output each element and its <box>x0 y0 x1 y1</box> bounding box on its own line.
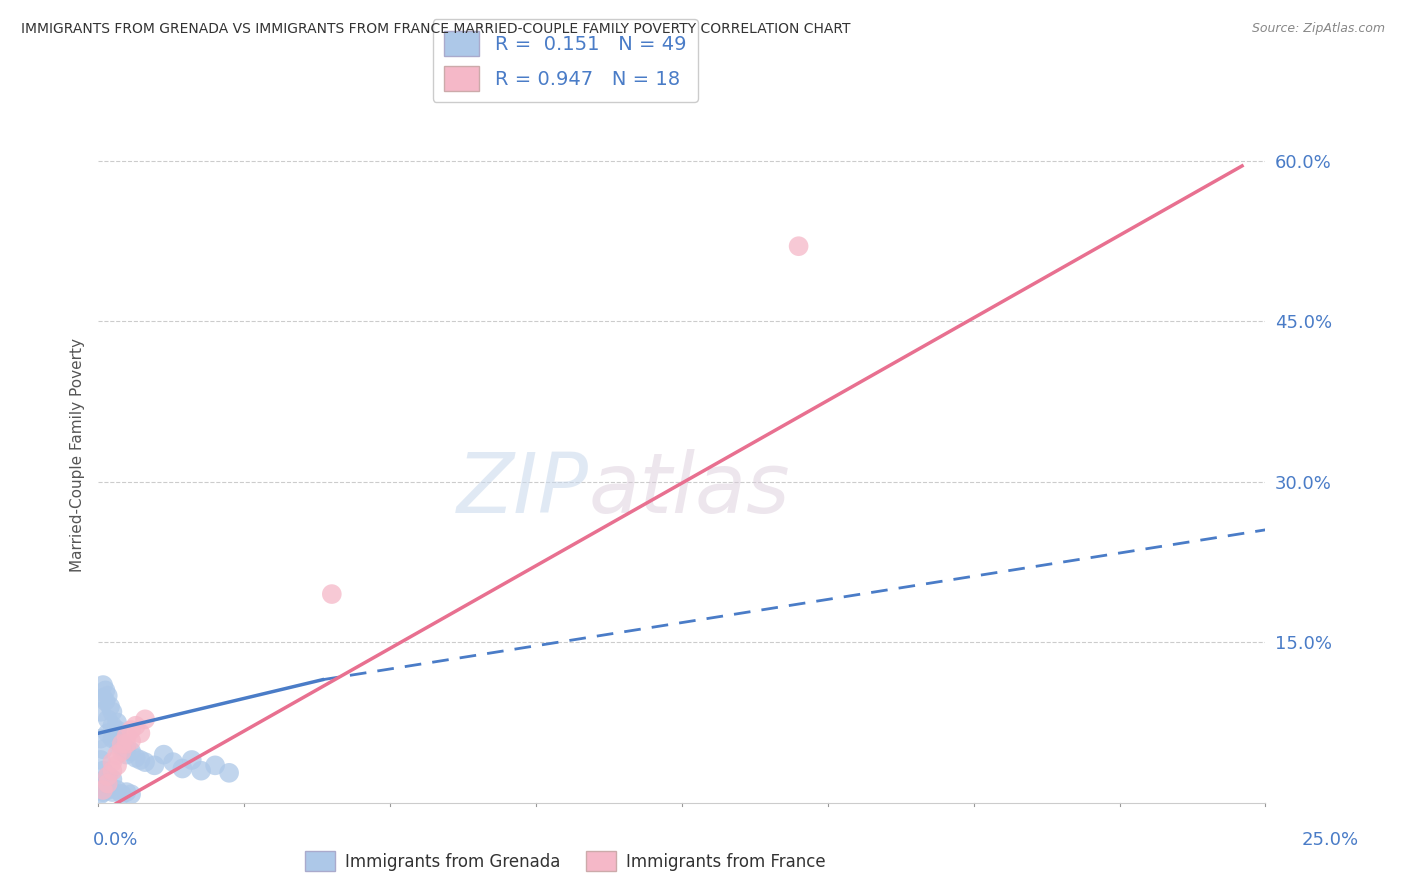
Point <box>218 765 240 780</box>
Point <box>143 758 166 772</box>
Point <box>90 731 112 746</box>
Point <box>105 715 128 730</box>
Point <box>97 726 120 740</box>
Point <box>111 744 134 758</box>
Point <box>101 731 124 746</box>
Point <box>90 705 112 719</box>
Point <box>120 744 142 758</box>
Point <box>125 719 148 733</box>
Text: Source: ZipAtlas.com: Source: ZipAtlas.com <box>1251 22 1385 36</box>
Point <box>97 769 120 783</box>
Point <box>120 723 142 737</box>
Point <box>129 726 152 740</box>
Point <box>90 783 112 797</box>
Text: 0.0%: 0.0% <box>93 830 138 848</box>
Point <box>101 785 124 799</box>
Point <box>115 785 138 799</box>
Point <box>180 753 202 767</box>
Point <box>105 783 128 797</box>
Point <box>91 785 114 799</box>
Point <box>190 764 212 778</box>
Point <box>129 753 152 767</box>
Point <box>94 683 117 698</box>
Point <box>97 776 120 790</box>
Point <box>162 755 184 769</box>
Point <box>91 783 114 797</box>
Point <box>97 689 120 703</box>
Point <box>97 783 120 797</box>
Point <box>97 776 120 790</box>
Point <box>97 712 120 726</box>
Point <box>105 747 128 762</box>
Point <box>91 678 114 692</box>
Point <box>101 755 124 769</box>
Point <box>91 690 114 705</box>
Point <box>90 774 112 789</box>
Point <box>111 737 134 751</box>
Point <box>204 758 226 772</box>
Point <box>105 723 128 737</box>
Point <box>111 737 134 751</box>
Point <box>115 730 138 744</box>
Point <box>101 705 124 719</box>
Point <box>101 764 124 778</box>
Point <box>120 787 142 801</box>
Point <box>91 742 114 756</box>
Point <box>172 762 194 776</box>
Point <box>152 747 174 762</box>
Point <box>90 753 112 767</box>
Point <box>787 239 810 253</box>
Legend: Immigrants from Grenada, Immigrants from France: Immigrants from Grenada, Immigrants from… <box>298 845 832 878</box>
Point <box>90 787 112 801</box>
Text: 25.0%: 25.0% <box>1302 830 1358 848</box>
Text: ZIP: ZIP <box>457 450 589 530</box>
Point <box>101 772 124 787</box>
Point <box>91 764 114 778</box>
Point <box>115 742 138 756</box>
Point <box>111 740 134 755</box>
Point <box>91 780 114 794</box>
Point <box>111 787 134 801</box>
Point <box>120 733 142 747</box>
Point <box>105 733 128 747</box>
Text: IMMIGRANTS FROM GRENADA VS IMMIGRANTS FROM FRANCE MARRIED-COUPLE FAMILY POVERTY : IMMIGRANTS FROM GRENADA VS IMMIGRANTS FR… <box>21 22 851 37</box>
Point <box>101 719 124 733</box>
Point <box>98 699 121 714</box>
Point <box>321 587 343 601</box>
Point <box>134 755 156 769</box>
Text: atlas: atlas <box>589 450 790 530</box>
Point <box>134 712 156 726</box>
Point <box>94 694 117 708</box>
Point <box>115 737 138 751</box>
Y-axis label: Married-Couple Family Poverty: Married-Couple Family Poverty <box>69 338 84 572</box>
Point <box>115 747 138 762</box>
Point <box>125 751 148 765</box>
Point <box>97 769 120 783</box>
Point <box>105 758 128 772</box>
